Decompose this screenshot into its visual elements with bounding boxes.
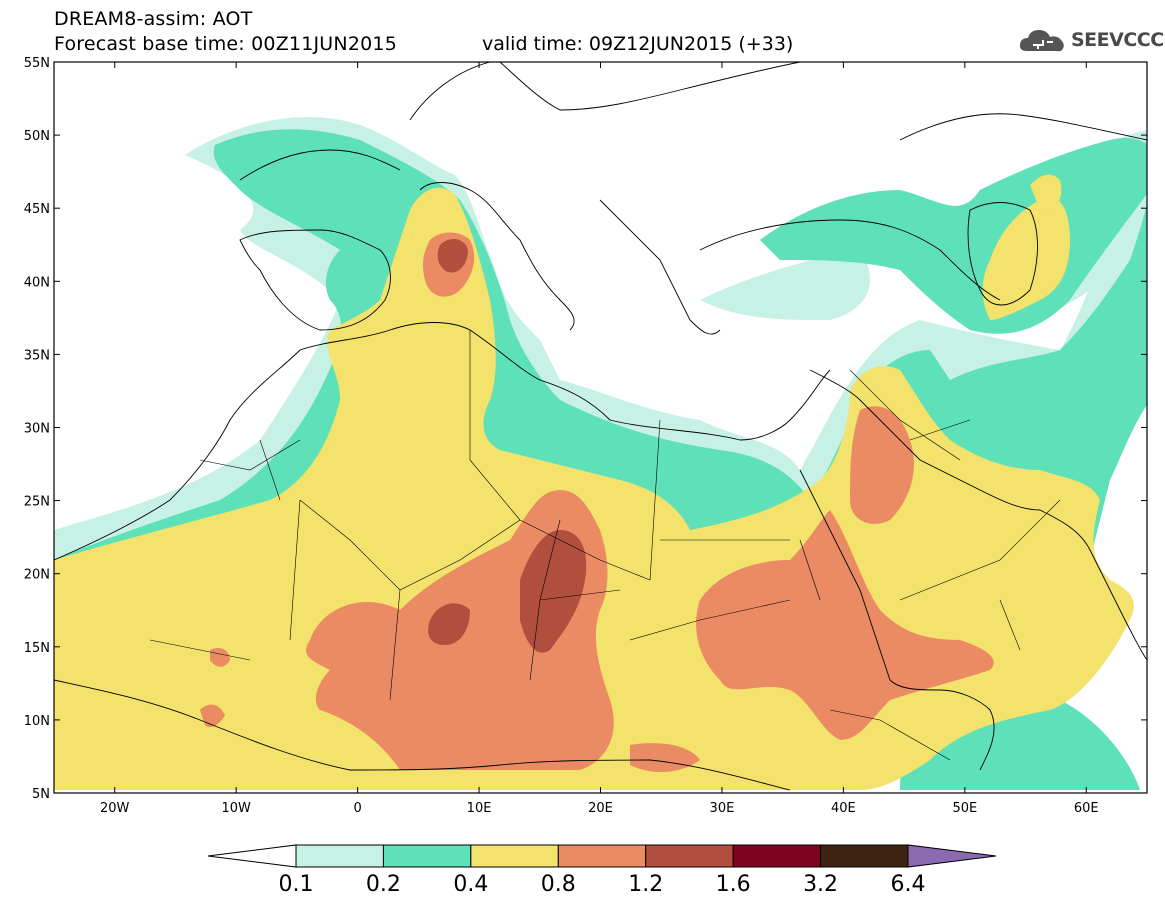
y-tick-label: 20N: [24, 568, 50, 583]
seevccc-logo: SEEVCCC: [1017, 22, 1164, 58]
colorbar: 0.1 0.2 0.4 0.8 1.2 1.6 3.2 6.4: [207, 844, 997, 897]
logo-text: SEEVCCC: [1071, 29, 1164, 51]
colorbar-label: 0.8: [541, 872, 576, 897]
colorbar-swatch: [645, 844, 734, 868]
cloud-icon: [1019, 30, 1064, 52]
colorbar-label: 1.2: [628, 872, 663, 897]
x-tick-label: 10E: [467, 801, 492, 816]
colorbar-label: 0.4: [453, 872, 488, 897]
y-tick-label: 50N: [24, 129, 50, 144]
y-tick-label: 25N: [24, 495, 50, 510]
aot-level-1.2: [428, 238, 587, 653]
x-tick-label: 20E: [588, 801, 613, 816]
y-tick-label: 55N: [24, 56, 50, 71]
y-tick-label: 35N: [24, 348, 50, 363]
y-axis: 55N 50N 45N 40N 35N 30N 25N 20N 15N 10N 5N: [24, 56, 1147, 802]
colorbar-swatch: [557, 844, 647, 868]
map-title: DREAM8-assim: AOT: [54, 8, 253, 30]
coastlines: [54, 62, 1147, 791]
colorbar-swatch: [732, 844, 822, 868]
country-borders: [149, 330, 1061, 761]
x-tick-label: 10W: [221, 801, 251, 816]
y-tick-label: 5N: [32, 787, 50, 802]
colorbar-label: 0.2: [366, 872, 401, 897]
y-tick-label: 30N: [24, 422, 50, 437]
x-axis: 20W 10W 0 10E 20E 30E 40E 50E 60E: [100, 62, 1099, 816]
x-tick-label: 30E: [710, 801, 735, 816]
colorbar-label: 0.1: [279, 872, 314, 897]
x-tick-label: 60E: [1074, 801, 1099, 816]
x-tick-label: 40E: [831, 801, 856, 816]
aot-shading: [54, 116, 1147, 790]
colorbar-label: 3.2: [803, 872, 838, 897]
y-tick-label: 45N: [24, 202, 50, 217]
y-tick-label: 40N: [24, 275, 50, 290]
colorbar-swatch: [382, 844, 472, 868]
x-tick-label: 50E: [952, 801, 977, 816]
x-tick-label: 20W: [100, 801, 130, 816]
x-tick-label: 0: [353, 801, 361, 816]
colorbar-label: 1.6: [716, 872, 751, 897]
forecast-base-time: Forecast base time: 00Z11JUN2015: [54, 33, 397, 55]
y-tick-label: 15N: [24, 641, 50, 656]
colorbar-high-arrow: [907, 844, 997, 868]
y-tick-label: 10N: [24, 714, 50, 729]
colorbar-swatch: [470, 844, 559, 868]
colorbar-label: 6.4: [891, 872, 926, 897]
colorbar-swatch: [295, 844, 384, 868]
valid-time: valid time: 09Z12JUN2015 (+33): [482, 33, 794, 55]
colorbar-low-arrow: [207, 844, 297, 868]
colorbar-swatch: [820, 844, 909, 868]
